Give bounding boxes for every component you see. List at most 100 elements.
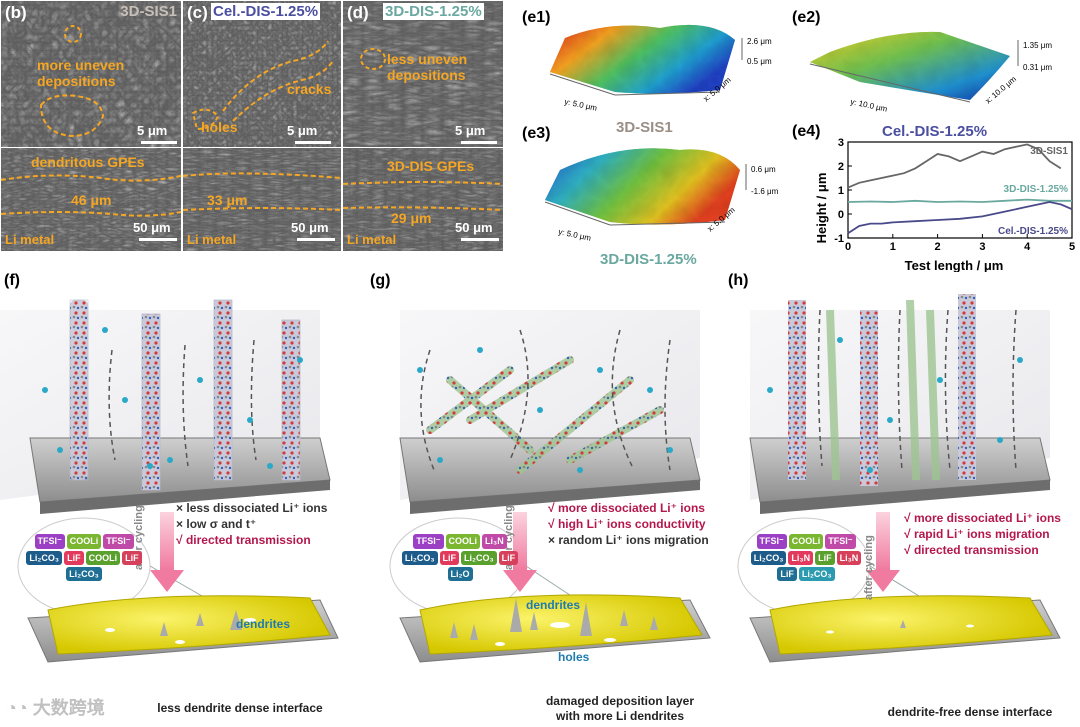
watermark-logo: ◔◔ 大数跨境 (6, 694, 105, 720)
sei-component: Li₂CO₃ (401, 551, 438, 565)
bullet-item: √ directed transmission (904, 543, 1039, 557)
scheme-f-caption: less dendrite dense interface (157, 701, 323, 715)
sei-component: TFSI⁻ (34, 534, 65, 549)
chart-y-label: Height / μm (814, 173, 829, 244)
afm-e1-hmin: 0.5 μm (747, 57, 772, 66)
sem-b-top-image: (b) 3D-SIS1 more uneven depositions 5 μm (0, 0, 182, 148)
watermark-icon: ◔◔ (6, 698, 28, 718)
afm-e3-label: 3D-DIS-1.25% (600, 251, 697, 268)
sem-c-top-image: (c) Cel.-DIS-1.25% cracks holes 5 μm (182, 0, 342, 148)
afm-e2-hmin: 0.31 μm (1023, 63, 1052, 72)
scheme-f-sei-components: TFSI⁻ COOLi TFSI⁻ Li₂CO₃ LiF COOLi LiF Li₂CO₃ (26, 534, 142, 581)
y-tick-label: -1 (834, 233, 844, 245)
sem-d-note-gpes: 3D-DIS GPEs (387, 158, 475, 174)
afm-e3-texture (545, 148, 740, 225)
bullet-item: √ high Li⁺ ions conductivity (548, 517, 706, 531)
sei-component: TFSI⁻ (825, 534, 856, 549)
scheme-g-dendrites-label: dendrites (526, 598, 581, 612)
chart-panel-label: (e4) (792, 123, 820, 140)
afm-e3-hmin: -1.6 μm (751, 187, 779, 196)
sei-component: Li₃N (788, 551, 814, 565)
sem-d-metal: Li metal (347, 232, 397, 247)
legend-label: Cel.-DIS-1.25% (998, 226, 1068, 237)
sei-component: LiF (64, 551, 84, 565)
afm-e1-hmax: 2.6 μm (747, 37, 772, 46)
sei-component: Li₃N (482, 534, 507, 549)
sem-c-scale-top: 5 μm (287, 123, 318, 138)
scale-bar (461, 238, 499, 241)
sei-component: Li₃N (836, 551, 862, 565)
sem-c-bottom-image: 33 μm Li metal 50 μm (182, 147, 342, 252)
sem-d-scale-bottom: 50 μm (455, 220, 493, 235)
sem-b-note-gpes: dendritous GPEs (31, 154, 145, 170)
scale-bar (139, 238, 177, 241)
panel-label-e2: (e2) (792, 9, 820, 26)
scheme-g-sei-components: TFSI⁻ COOLi Li₃N Li₂CO₃ LiF Li₂CO₃ LiF Li₂O (400, 534, 520, 581)
sem-d-top-image: (d) 3D-DIS-1.25% less uneven depositions… (342, 0, 504, 148)
afm-e3-hmax: 0.6 μm (751, 165, 776, 174)
height-profile-chart: (e4) Height / μm Test length / μm 0 1 2 3 4 5… (792, 123, 1075, 272)
bullet-item: √ more dissociated Li⁺ ions (904, 511, 1061, 525)
sem-b-metal: Li metal (5, 232, 55, 247)
sem-c-note-holes: holes (201, 119, 238, 135)
sem-b-scale-top: 5 μm (137, 123, 168, 138)
bullet-item: × random Li⁺ ions migration (548, 533, 709, 547)
scale-bar (297, 238, 335, 241)
sem-c-scale-bottom: 50 μm (291, 220, 329, 235)
afm-e2-hmax: 1.35 μm (1023, 41, 1052, 50)
bullet-item: × less dissociated Li⁺ ions (176, 501, 328, 515)
sei-component: COOLi (85, 551, 121, 565)
y-tick-label: 0 (838, 209, 844, 221)
sem-d-thickness: 29 μm (391, 210, 432, 226)
sem-d-note-depositions: less uneven depositions (387, 51, 468, 83)
sei-component: COOLi (788, 534, 824, 549)
afm-e1-y-axis: y: 5.0 μm (564, 97, 599, 113)
panel-label-d: (d) (347, 3, 369, 22)
scheme-g-holes-label: holes (558, 650, 590, 664)
y-tick-label: 1 (838, 185, 844, 197)
legend-label: 3D-SIS1 (1030, 146, 1068, 157)
x-tick-label: 4 (1024, 241, 1031, 253)
afm-e2-texture (810, 31, 1010, 101)
sem-b-thickness: 46 μm (71, 192, 112, 208)
scheme-g-caption: damaged deposition layer (545, 694, 695, 708)
sei-component: LiF (815, 551, 835, 565)
sei-component: LiF (122, 551, 142, 565)
panel-label-g: (g) (370, 272, 391, 289)
scheme-h-arrow-label: after cycling (863, 535, 875, 600)
bullet-item: √ rapid Li⁺ ions migration (904, 527, 1050, 541)
sem-c-thickness: 33 μm (207, 192, 248, 208)
afm-e2-label: Cel.-DIS-1.25% (882, 123, 987, 140)
sei-component: TFSI⁻ (103, 534, 134, 549)
bullet-item: × low σ and t⁺ (176, 517, 257, 531)
series-line-0 (847, 143, 1062, 189)
x-tick-label: 0 (845, 241, 851, 253)
scheme-f-graphic (0, 299, 339, 663)
scheme-h-bullets: √ more dissociated Li⁺ ions √ rapid Li⁺ … (904, 510, 1061, 558)
scheme-h-sei-components: TFSI⁻ COOLi TFSI⁻ Li₂CO₃ Li₃N LiF Li₃N LiF Li₂CO… (748, 534, 864, 581)
scale-bar (141, 141, 177, 144)
scale-bar (461, 141, 497, 144)
bullet-item: √ more dissociated Li⁺ ions (548, 501, 705, 515)
sem-b-note-depositions: more uneven depositions (37, 57, 125, 89)
y-tick-label: 2 (838, 161, 844, 173)
panel-label-b: (b) (5, 3, 27, 22)
scheme-f-dendrites-label: dendrites (236, 617, 291, 631)
sei-component: COOLi (445, 534, 481, 549)
bullet-item: √ directed transmission (176, 533, 311, 547)
legend-label: 3D-DIS-1.25% (1004, 184, 1069, 195)
x-tick-label: 2 (935, 241, 941, 253)
scheme-f-bullets: × less dissociated Li⁺ ions × low σ and … (176, 500, 327, 548)
watermark-text: 大数跨境 (32, 698, 105, 718)
scale-bar (295, 141, 331, 144)
scheme-h-caption: dendrite-free dense interface (887, 705, 1053, 719)
sem-b-scale-bottom: 50 μm (133, 220, 171, 235)
sei-component: LiF (498, 551, 519, 565)
panel-label-f: (f) (4, 272, 20, 289)
scheme-g-bullets: √ more dissociated Li⁺ ions √ high Li⁺ i… (548, 500, 709, 548)
x-tick-label: 5 (1069, 241, 1075, 253)
sei-component: LiF (777, 567, 797, 581)
sem-c-title: Cel.-DIS-1.25% (211, 3, 321, 20)
sem-c-metal: Li metal (187, 232, 237, 247)
sei-component: COOLi (66, 534, 102, 549)
